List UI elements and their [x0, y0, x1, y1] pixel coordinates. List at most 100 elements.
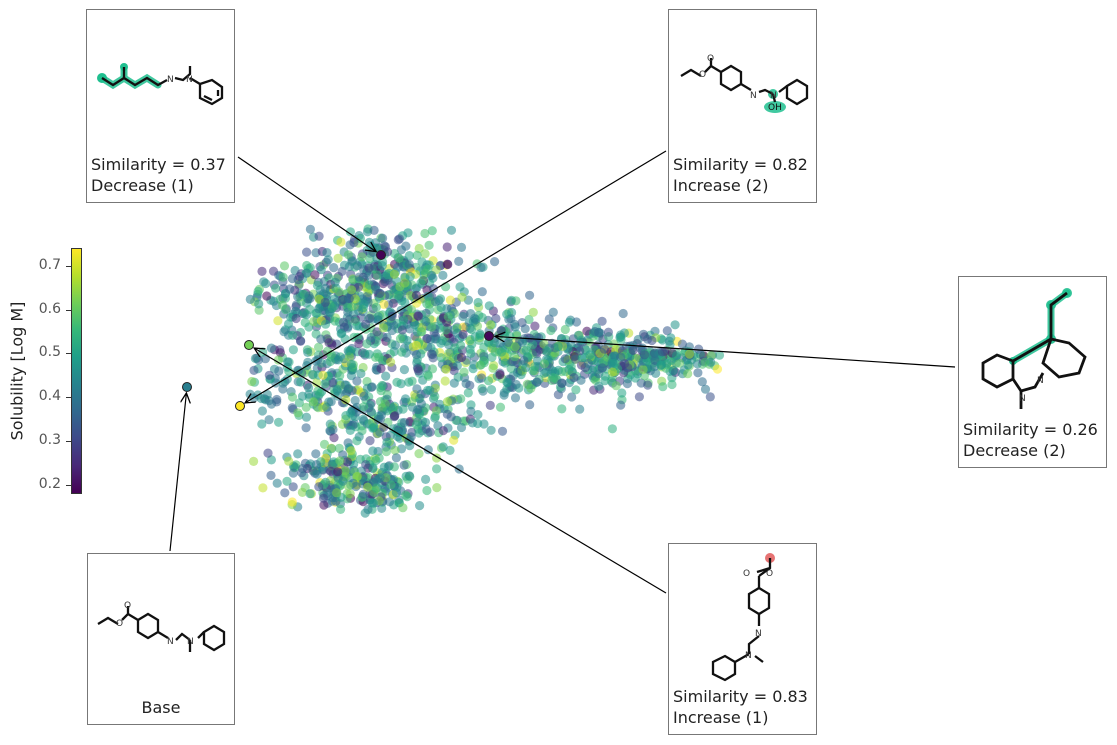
scatter-point: [350, 316, 360, 326]
scatter-point: [414, 449, 424, 459]
scatter-point: [456, 394, 466, 404]
scatter-point: [295, 271, 305, 282]
scatter-point: [432, 483, 442, 493]
scatter-point: [390, 401, 400, 411]
scatter-point: [366, 407, 376, 417]
scatter-point: [319, 500, 329, 510]
scatter-point: [705, 392, 715, 402]
scatter-point: [607, 424, 618, 434]
scatter-point: [337, 266, 347, 276]
scatter-point: [553, 341, 563, 351]
scatter-point: [486, 425, 496, 435]
scatter-point: [658, 382, 668, 392]
scatter-point: [528, 307, 538, 317]
scatter-point: [455, 282, 465, 292]
scatter-point: [264, 370, 274, 380]
scatter-point: [321, 319, 331, 329]
scatter-point: [257, 406, 267, 416]
scatter-point: [258, 483, 268, 493]
scatter-point: [532, 377, 542, 387]
scatter-point: [542, 346, 552, 356]
scatter-point: [400, 278, 410, 288]
scatter-point: [311, 449, 321, 459]
scatter-point: [332, 488, 342, 498]
atom-n1-base: N: [167, 637, 174, 647]
scatter-point: [467, 418, 478, 428]
scatter-point: [420, 228, 430, 239]
scatter-point: [547, 375, 557, 385]
scatter-point: [473, 297, 483, 308]
scatter-point: [273, 316, 283, 326]
scatter-point: [382, 437, 392, 447]
scatter-point: [466, 406, 476, 416]
scatter-point: [376, 410, 386, 420]
scatter-point: [273, 355, 283, 365]
scatter-point: [341, 395, 351, 405]
scatter-point: [389, 269, 400, 279]
colorbar-tick-label: 0.3: [38, 432, 61, 449]
scatter-point: [297, 487, 307, 497]
similarity-p3: Similarity = 0.26: [963, 420, 1098, 439]
scatter-point: [438, 442, 448, 452]
highlighted-point-p1: [376, 250, 386, 260]
scatter-point: [249, 456, 259, 466]
atom-o1-p4: O: [743, 569, 750, 579]
scatter-point: [253, 286, 263, 296]
effect-p1: Decrease (1): [91, 176, 194, 195]
scatter-point: [264, 415, 274, 425]
scatter-point: [477, 287, 487, 297]
scatter-point: [268, 266, 279, 276]
scatter-point: [335, 456, 345, 466]
effect-p3: Decrease (2): [963, 441, 1066, 460]
scatter-point: [594, 381, 604, 391]
scatter-point: [322, 248, 332, 258]
scatter-point: [323, 255, 333, 265]
scatter-point: [369, 225, 379, 235]
scatter-point: [420, 417, 431, 427]
scatter-point: [458, 329, 468, 339]
colorbar-tick-mark: [66, 397, 71, 399]
scatter-point: [611, 381, 621, 391]
atom-o1: O: [699, 70, 706, 80]
scatter-point: [336, 504, 346, 514]
annotation-box-p1: N N Similarity = 0.37 Decrease (1): [86, 9, 235, 203]
scatter-point: [700, 357, 710, 367]
scatter-point: [638, 364, 648, 375]
scatter-point: [500, 358, 510, 368]
scatter-point: [490, 347, 500, 357]
scatter-point: [329, 301, 339, 311]
annotation-box-p2: O O N N OH Similarity = 0.82 Increase (2…: [668, 9, 817, 203]
scatter-point: [343, 250, 354, 260]
scatter-point: [386, 357, 396, 367]
scatter-point: [257, 266, 267, 276]
scatter-point: [394, 234, 405, 244]
scatter-point: [496, 347, 507, 357]
scatter-point: [340, 380, 350, 390]
scatter-point: [615, 332, 625, 342]
scatter-point: [312, 280, 322, 290]
scatter-point: [443, 312, 453, 322]
scatter-point: [359, 391, 369, 401]
similarity-p4: Similarity = 0.83: [673, 687, 808, 706]
scatter-point: [346, 359, 356, 369]
scatter-point: [438, 270, 448, 280]
scatter-point: [476, 262, 486, 273]
colorbar-tick-mark: [66, 485, 71, 487]
atom-oh: OH: [768, 103, 782, 113]
scatter-point: [488, 363, 498, 373]
scatter-point: [393, 290, 403, 300]
scatter-point: [524, 314, 534, 325]
scatter-point: [249, 365, 259, 375]
scatter-point: [473, 410, 483, 420]
scatter-point: [512, 367, 523, 377]
scatter-point: [399, 460, 409, 470]
scatter-point: [700, 384, 711, 394]
scatter-point: [597, 316, 607, 326]
scatter-point: [399, 417, 409, 428]
annotation-text-p2: Similarity = 0.82 Increase (2): [673, 154, 808, 196]
scatter-point: [266, 343, 276, 353]
scatter-point: [382, 270, 392, 280]
scatter-point: [377, 261, 387, 271]
scatter-point: [345, 227, 355, 237]
